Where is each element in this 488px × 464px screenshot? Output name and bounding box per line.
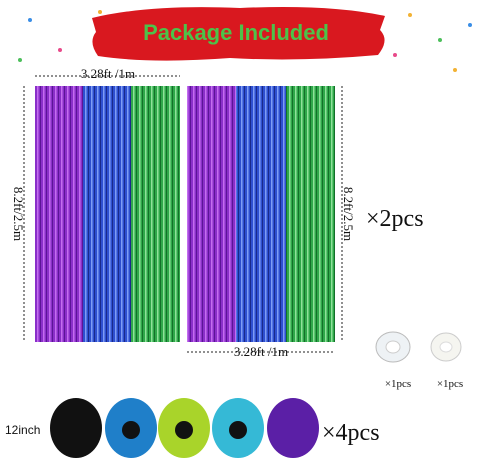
balloon-size: 12inch [5, 423, 40, 437]
banner [92, 7, 385, 61]
confetti [18, 10, 472, 72]
curtain-left [35, 86, 180, 342]
height-label: 8.2ft/2.5m [11, 187, 26, 241]
tape-roll [375, 331, 411, 363]
curtain-right [187, 86, 335, 342]
height-label: 8.2ft/2.5m [341, 187, 356, 241]
quantity: ×1pcs [385, 378, 411, 390]
quantity: ×1pcs [437, 378, 463, 390]
width-label: 3.28ft /1m [81, 66, 135, 81]
width-label: 3.28ft /1m [234, 344, 288, 359]
dimension-lines [23, 75, 343, 353]
glue-dots [430, 332, 462, 362]
quantity: ×2pcs [366, 206, 424, 232]
title: Package Included [143, 20, 329, 45]
balloons [50, 398, 319, 458]
quantity: ×4pcs [322, 420, 380, 446]
